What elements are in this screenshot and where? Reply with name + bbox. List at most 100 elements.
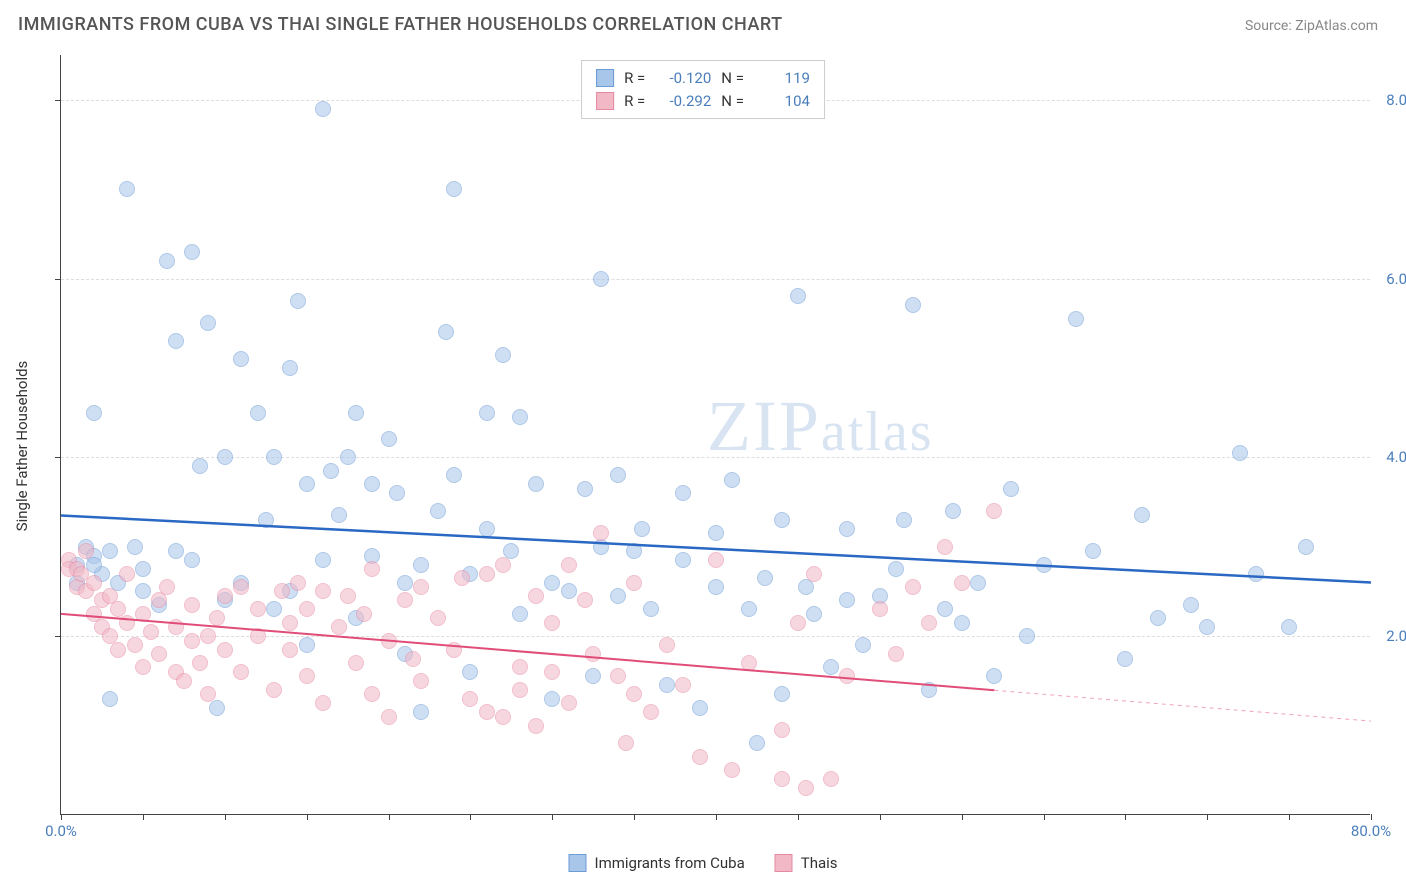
y-tick-label: 6.0%	[1386, 270, 1406, 288]
point-thai	[577, 592, 593, 608]
point-thai	[135, 606, 151, 622]
point-thai	[462, 691, 478, 707]
x-tick	[552, 814, 553, 820]
point-thai	[675, 677, 691, 693]
series-legend: Immigrants from Cuba Thais	[568, 854, 837, 872]
point-cuba	[888, 561, 904, 577]
point-cuba	[839, 592, 855, 608]
point-cuba	[1134, 507, 1150, 523]
point-cuba	[675, 552, 691, 568]
point-thai	[151, 646, 167, 662]
y-axis-title: Single Father Households	[13, 361, 31, 532]
r-label: R =	[624, 90, 645, 113]
point-cuba	[1085, 543, 1101, 559]
point-thai	[905, 579, 921, 595]
x-tick	[634, 814, 635, 820]
point-cuba	[102, 543, 118, 559]
point-thai	[888, 646, 904, 662]
point-thai	[299, 668, 315, 684]
point-thai	[839, 668, 855, 684]
point-thai	[364, 686, 380, 702]
legend-label-cuba: Immigrants from Cuba	[594, 854, 744, 872]
point-cuba	[127, 539, 143, 555]
x-tick	[1371, 814, 1372, 820]
point-cuba	[135, 583, 151, 599]
point-cuba	[839, 521, 855, 537]
point-cuba	[233, 351, 249, 367]
n-value-cuba: 119	[754, 67, 810, 90]
point-cuba	[397, 575, 413, 591]
x-tick	[307, 814, 308, 820]
point-thai	[356, 606, 372, 622]
point-thai	[495, 709, 511, 725]
point-cuba	[86, 405, 102, 421]
point-thai	[168, 619, 184, 635]
point-thai	[446, 642, 462, 658]
point-thai	[266, 682, 282, 698]
y-tick-label: 4.0%	[1386, 448, 1406, 466]
r-label: R =	[624, 67, 645, 90]
point-cuba	[1117, 651, 1133, 667]
point-thai	[176, 673, 192, 689]
point-cuba	[986, 668, 1002, 684]
point-thai	[774, 722, 790, 738]
point-cuba	[479, 521, 495, 537]
point-cuba	[258, 512, 274, 528]
x-tick	[61, 814, 62, 820]
point-cuba	[945, 503, 961, 519]
trend-line-cuba	[61, 55, 1371, 815]
legend-item-thai: Thais	[775, 854, 838, 872]
point-thai	[381, 709, 397, 725]
point-thai	[741, 655, 757, 671]
point-thai	[274, 583, 290, 599]
x-tick	[798, 814, 799, 820]
point-thai	[528, 588, 544, 604]
n-label: N =	[721, 67, 744, 90]
point-cuba	[626, 543, 642, 559]
point-thai	[921, 615, 937, 631]
point-cuba	[315, 552, 331, 568]
point-thai	[544, 664, 560, 680]
point-thai	[512, 659, 528, 675]
point-thai	[708, 552, 724, 568]
point-thai	[348, 655, 364, 671]
point-thai	[217, 642, 233, 658]
point-thai	[340, 588, 356, 604]
point-cuba	[119, 181, 135, 197]
point-thai	[78, 543, 94, 559]
y-tick-label: 2.0%	[1386, 627, 1406, 645]
point-cuba	[331, 507, 347, 523]
point-thai	[184, 597, 200, 613]
swatch-cuba	[596, 69, 614, 87]
point-thai	[217, 588, 233, 604]
point-thai	[200, 628, 216, 644]
point-thai	[364, 561, 380, 577]
point-cuba	[315, 101, 331, 117]
point-cuba	[708, 525, 724, 541]
point-cuba	[921, 682, 937, 698]
point-cuba	[479, 405, 495, 421]
point-cuba	[1232, 445, 1248, 461]
point-cuba	[970, 575, 986, 591]
point-thai	[610, 668, 626, 684]
point-cuba	[708, 579, 724, 595]
point-cuba	[544, 575, 560, 591]
x-tick	[1125, 814, 1126, 820]
point-thai	[593, 525, 609, 541]
point-cuba	[561, 583, 577, 599]
point-thai	[250, 601, 266, 617]
plot-area: ZIPatlas 2.0%4.0%6.0%8.0%0.0%80.0%	[60, 55, 1370, 815]
point-thai	[299, 601, 315, 617]
point-cuba	[774, 512, 790, 528]
swatch-thai-bottom	[775, 854, 793, 872]
x-tick	[470, 814, 471, 820]
point-cuba	[659, 677, 675, 693]
point-cuba	[512, 606, 528, 622]
chart-title: IMMIGRANTS FROM CUBA VS THAI SINGLE FATH…	[18, 14, 783, 35]
point-thai	[143, 624, 159, 640]
point-thai	[790, 615, 806, 631]
point-thai	[561, 695, 577, 711]
point-thai	[331, 619, 347, 635]
point-cuba	[266, 449, 282, 465]
point-thai	[233, 664, 249, 680]
